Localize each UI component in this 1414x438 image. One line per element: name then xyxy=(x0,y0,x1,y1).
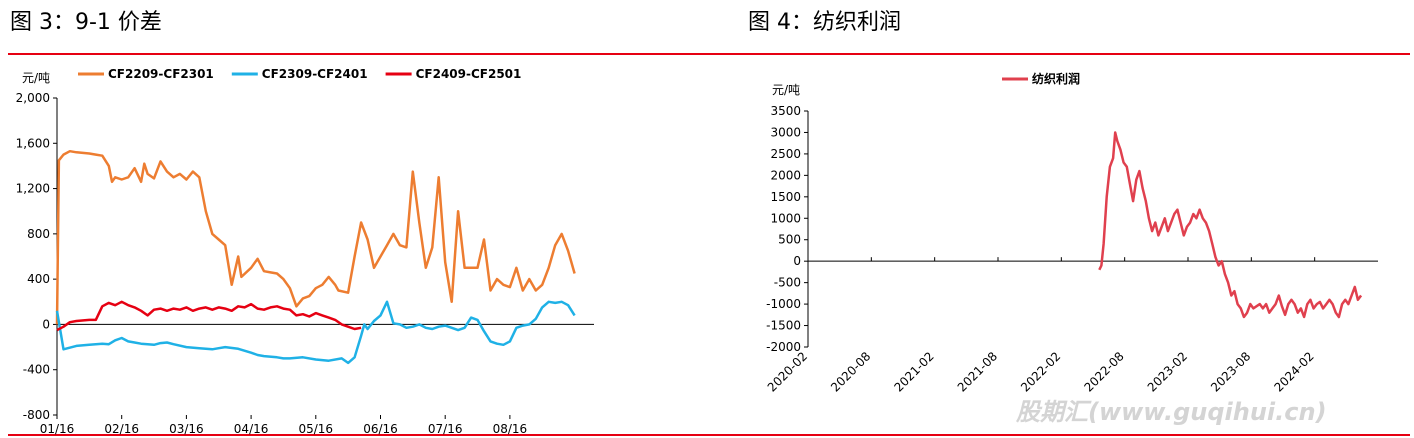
x-tick-label: 04/16 xyxy=(234,422,269,436)
y-tick-label: 0 xyxy=(42,317,50,331)
y-tick-label: 800 xyxy=(27,227,50,241)
series-line xyxy=(55,300,576,365)
series-line xyxy=(1098,131,1363,319)
legend-label: CF2409-CF2501 xyxy=(416,67,522,81)
x-tick-label: 07/16 xyxy=(428,422,463,436)
y-tick-label: 1000 xyxy=(770,211,801,225)
y-tick-label: 3000 xyxy=(770,125,801,139)
y-tick-label: -500 xyxy=(774,276,801,290)
series-line xyxy=(56,300,362,332)
y-tick-label: 1,600 xyxy=(16,136,50,150)
y-axis-unit: 元/吨 xyxy=(22,71,50,85)
y-axis-unit: 元/吨 xyxy=(772,83,800,97)
x-tick-label: 2023-02 xyxy=(1145,349,1190,394)
y-tick-label: -1500 xyxy=(766,319,801,333)
y-tick-label: 400 xyxy=(27,272,50,286)
x-tick-label: 01/16 xyxy=(40,422,75,436)
y-tick-label: 2500 xyxy=(770,147,801,161)
x-tick-label: 2021-02 xyxy=(891,349,936,394)
series-line xyxy=(55,149,576,325)
legend-label: 纺织利润 xyxy=(1032,71,1080,86)
y-tick-label: 2000 xyxy=(770,168,801,182)
x-tick-label: 02/16 xyxy=(104,422,139,436)
y-tick-label: -2000 xyxy=(766,340,801,354)
x-tick-label: 06/16 xyxy=(363,422,398,436)
watermark-text: 股期汇(www.guqihui.cn) xyxy=(1016,398,1327,426)
x-tick-label: 2022-02 xyxy=(1018,349,1063,394)
x-tick-label: 2022-08 xyxy=(1081,349,1126,394)
legend-label: CF2309-CF2401 xyxy=(262,67,368,81)
x-tick-label: 08/16 xyxy=(493,422,528,436)
y-tick-label: 0 xyxy=(793,254,801,268)
legend-label: CF2209-CF2301 xyxy=(108,67,214,81)
x-tick-label: 03/16 xyxy=(169,422,204,436)
x-tick-label: 05/16 xyxy=(298,422,333,436)
x-tick-label: 2024-02 xyxy=(1271,349,1316,394)
y-tick-label: 2,000 xyxy=(16,91,50,105)
right-figure-title: 图 4：纺织利润 xyxy=(748,10,901,35)
bottom-red-rule xyxy=(8,434,1410,436)
y-tick-label: -800 xyxy=(23,408,50,422)
left-figure-title: 图 3：9-1 价差 xyxy=(10,10,162,35)
top-red-rule xyxy=(8,53,1410,55)
y-tick-label: 1500 xyxy=(770,190,801,204)
y-tick-label: -1000 xyxy=(766,297,801,311)
x-tick-label: 2021-08 xyxy=(955,349,1000,394)
y-tick-label: 500 xyxy=(778,233,801,247)
y-tick-label: -400 xyxy=(23,363,50,377)
x-tick-label: 2020-08 xyxy=(828,349,873,394)
x-tick-label: 2023-08 xyxy=(1208,349,1253,394)
x-tick-label: 2020-02 xyxy=(765,349,810,394)
y-tick-label: 1,200 xyxy=(16,182,50,196)
y-tick-label: 3500 xyxy=(770,104,801,118)
textile-profit-chart: 元/吨 3500 3000 2500 2000 1500 1000 500 0 -500 -1000… xyxy=(765,71,1378,395)
